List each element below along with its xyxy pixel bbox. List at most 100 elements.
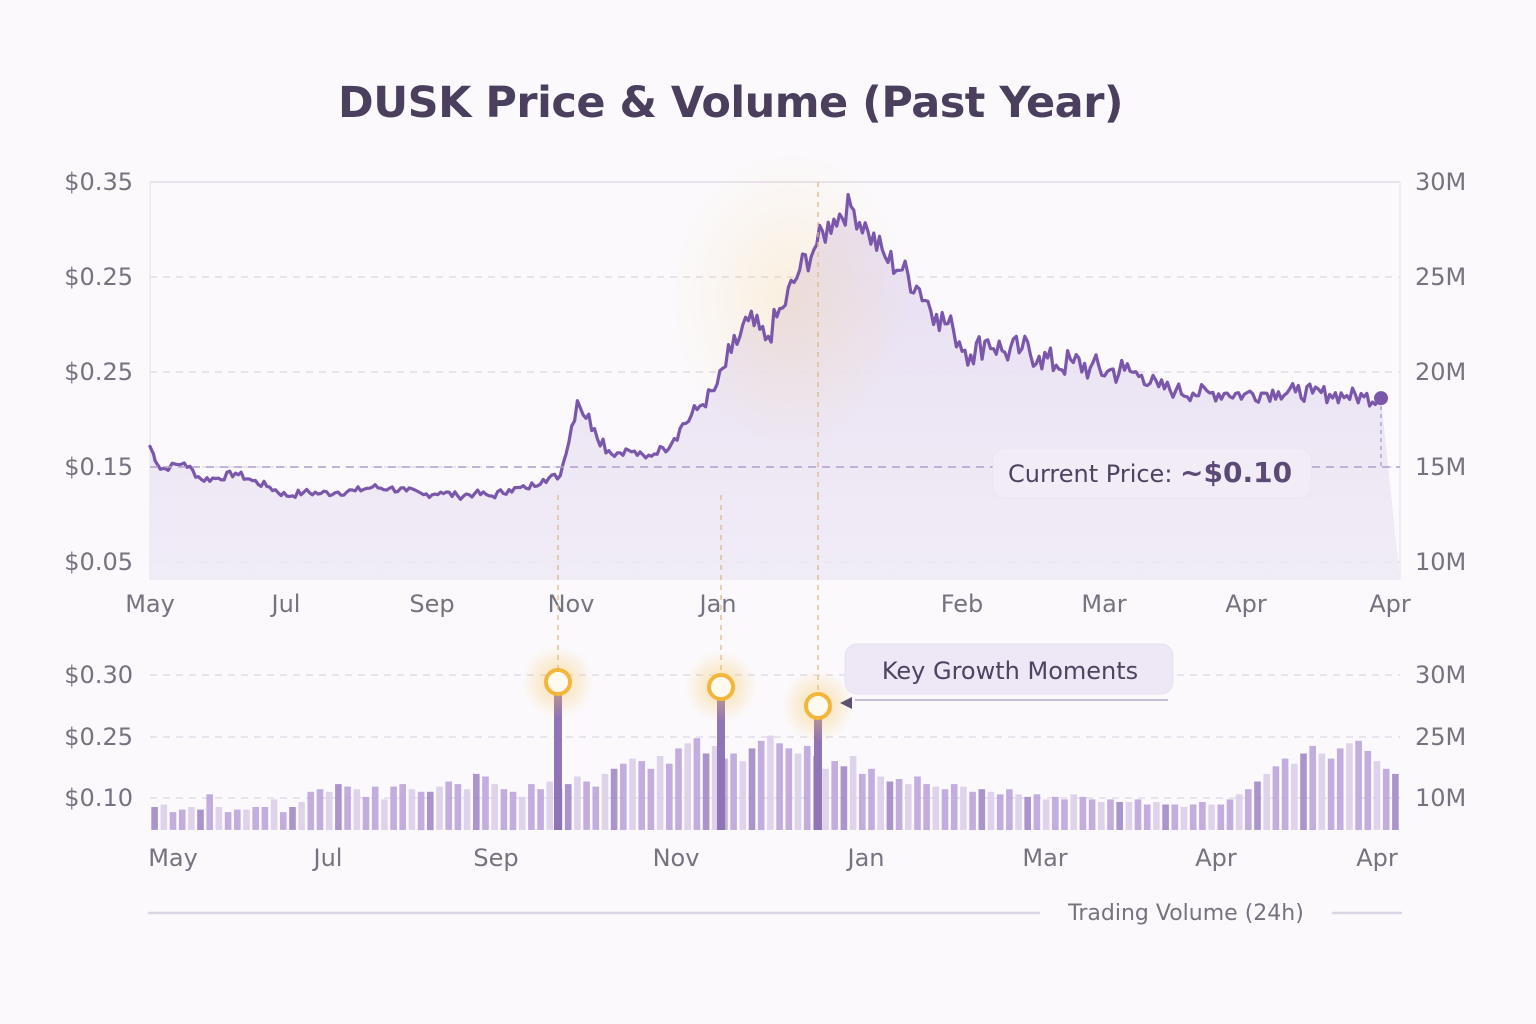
volume-bar [1079,796,1087,830]
volume-bar [298,802,305,830]
volume-bar [886,781,894,830]
volume-bar [1254,781,1261,830]
volume-bar [1006,789,1013,830]
volume-bar [169,812,177,830]
volume-y2-tick-label: 25M [1415,723,1466,751]
volume-bar [978,789,986,830]
volume-bar [335,784,342,830]
price-x-tick-label: Sep [409,590,454,618]
volume-bar [243,809,250,830]
volume-bar [1309,745,1316,830]
volume-bar [849,756,857,830]
volume-bar [1208,804,1215,830]
volume-bar [1199,802,1206,830]
volume-bar [188,807,195,830]
volume-bar [1153,802,1160,830]
volume-bar [1336,748,1344,830]
volume-bar [353,789,361,830]
volume-bar [518,796,526,830]
volume-bar [840,766,848,830]
highlight-marker [544,668,572,696]
price-x-tick-label: Jan [698,590,737,618]
volume-bar [1042,799,1050,830]
price-y2-tick-label: 30M [1415,168,1466,196]
volume-bar [1180,807,1188,830]
key-growth-pointer-icon [840,697,852,709]
price-x-tick-label: Jul [270,590,301,618]
volume-bar [390,786,397,830]
price-x-tick-label: Apr [1225,590,1267,618]
volume-bar [546,781,554,830]
volume-bar [151,807,158,830]
volume-bar [1300,753,1307,830]
volume-bar [445,781,452,830]
volume-bar [895,779,903,830]
volume-y-tick-label: $0.30 [64,661,133,689]
volume-bar [1033,794,1041,830]
volume-bar [408,789,416,830]
volume-bar [996,794,1004,830]
volume-x-tick-label: Jan [846,844,885,872]
volume-bar [1052,796,1059,830]
volume-bar [1217,804,1225,830]
volume-bar [1364,751,1372,830]
volume-bar [206,794,213,830]
volume-bar [215,807,223,830]
volume-bar [381,799,388,830]
volume-bar [1318,753,1326,830]
volume-bar [427,791,434,831]
volume-bar [831,761,838,830]
volume-bar [923,784,930,830]
volume-bar [767,735,774,830]
volume-bar [463,789,471,830]
current-price-label: Current Price: ~$0.10 [1008,456,1292,489]
volume-bar [491,784,498,830]
volume-x-tick-label: Sep [473,844,518,872]
volume-bar [537,789,544,830]
volume-bar [178,809,186,830]
volume-bar [325,791,333,831]
volume-y2-tick-label: 10M [1415,784,1466,812]
volume-bar [436,786,443,830]
volume-bar [1263,773,1270,830]
volume-bar [969,791,976,831]
key-growth-callout-box [844,643,1174,695]
volume-bar [280,812,287,830]
price-y-tick-label: $0.25 [64,358,133,386]
volume-y-tick-label: $0.10 [64,784,133,812]
volume-bar [1061,799,1068,830]
volume-x-tick-label: Apr [1356,844,1398,872]
price-y2-tick-label: 15M [1415,453,1466,481]
price-x-tick-label: Apr [1369,590,1411,618]
price-y-tick-label: $0.15 [64,453,133,481]
volume-bar [344,786,351,830]
volume-bar [620,763,627,830]
volume-bar [1116,802,1123,830]
volume-bar [252,807,259,830]
volume-bar [500,789,508,830]
volume-bar [528,784,535,830]
volume-bar [914,776,921,830]
volume-bar [822,768,829,830]
volume-bar [1098,802,1105,830]
volume-bar [987,791,995,831]
highlight-bar [717,687,725,830]
volume-bar [757,740,765,831]
price-x-tick-label: May [125,590,175,618]
highlight-marker [707,673,735,701]
volume-bar [482,776,489,830]
volume-bar [675,748,682,830]
volume-bar [1382,768,1390,830]
volume-x-tick-label: May [148,844,198,872]
volume-bar [794,753,802,830]
volume-bar [574,776,581,830]
volume-bar [877,776,884,830]
price-line [148,192,1383,501]
volume-bar [739,761,747,830]
volume-x-tick-label: Nov [653,844,700,872]
volume-bar [868,768,875,830]
volume-bar [748,748,756,830]
volume-bar [1327,758,1335,830]
volume-bar [583,781,590,830]
price-y2-tick-label: 25M [1415,263,1466,291]
